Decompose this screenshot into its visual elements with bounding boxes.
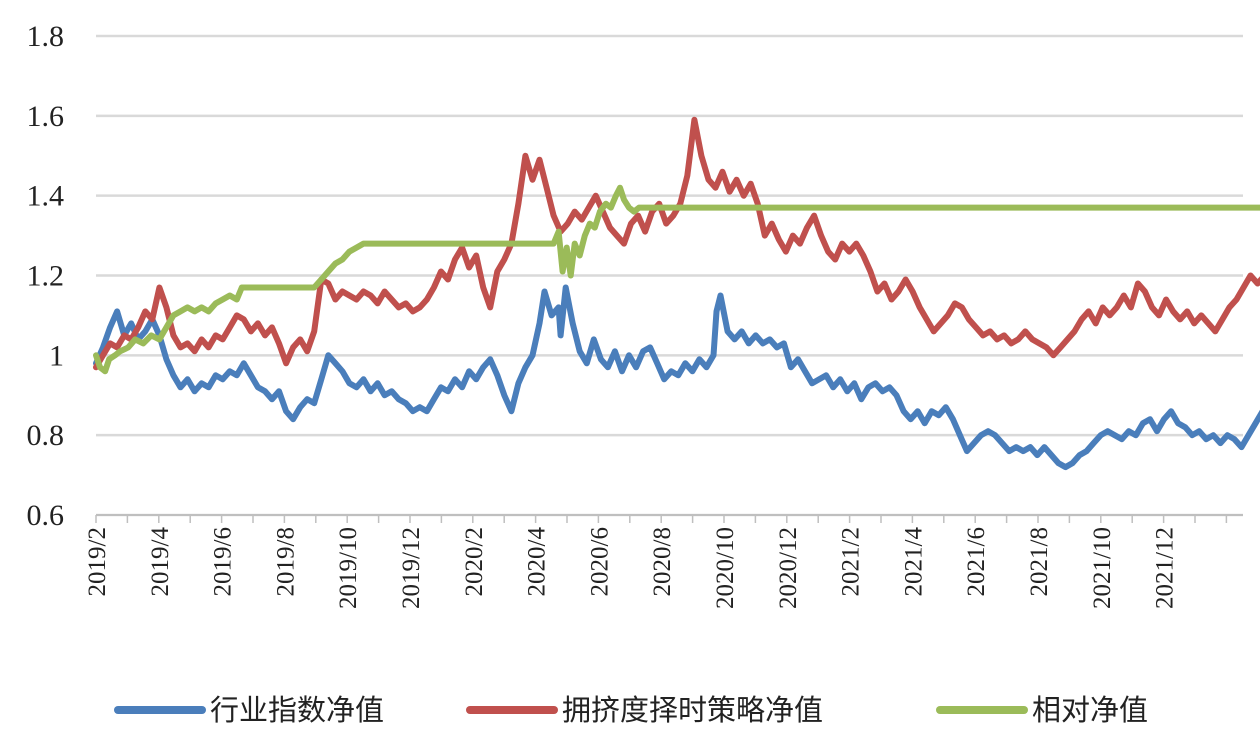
- x-tick-label: 2020/6: [586, 527, 613, 596]
- series-line-0: [93, 284, 1260, 471]
- y-tick-label: 0.8: [27, 419, 65, 452]
- x-tick-label: 2021/6: [963, 527, 990, 596]
- grid-lines: [96, 34, 1243, 517]
- y-tick-label: 1.6: [27, 100, 65, 133]
- x-tick-label: 2019/4: [147, 527, 174, 597]
- x-tick-label: 2019/6: [210, 527, 237, 596]
- y-tick-label: 1.8: [27, 20, 65, 53]
- legend-label-2: 相对净值: [1032, 693, 1148, 727]
- x-tick-label: 2021/4: [900, 527, 927, 597]
- x-axis: 2019/2 2019/4 2019/6 2019/8 2019/10 2019/12 20…: [84, 514, 1243, 609]
- series-line-2: [93, 184, 1260, 375]
- series-line-1: [93, 116, 1260, 371]
- y-tick-label: 1.4: [27, 180, 65, 213]
- legend-label-0: 行业指数净值: [210, 693, 384, 727]
- y-axis-ticks: 0.6 0.8 1 1.2 1.4 1.6 1.8: [27, 20, 65, 532]
- x-tick-label: 2021/10: [1089, 527, 1116, 609]
- y-tick-label: 0.6: [27, 499, 65, 532]
- x-tick-label: 2020/4: [524, 527, 551, 597]
- series-lines: [93, 116, 1260, 471]
- x-tick-label: 2020/10: [712, 527, 739, 609]
- x-tick-label: 2019/10: [335, 527, 362, 609]
- x-tick-label: 2020/12: [775, 527, 802, 609]
- x-tick-label: 2021/2: [838, 527, 865, 596]
- y-tick-label: 1: [49, 339, 64, 372]
- legend: 行业指数净值 拥挤度择时策略净值 相对净值: [114, 693, 1148, 727]
- x-tick-label: 2019/8: [272, 527, 299, 596]
- x-tick-label: 2020/2: [461, 527, 488, 596]
- x-tick-label: 2020/8: [649, 527, 676, 596]
- x-tick-label: 2021/8: [1026, 527, 1053, 596]
- x-tick-label: 2019/2: [84, 527, 111, 596]
- y-tick-label: 1.2: [27, 260, 65, 293]
- legend-label-1: 拥挤度择时策略净值: [562, 693, 823, 727]
- x-tick-label: 2021/12: [1152, 527, 1179, 609]
- x-tick-label: 2019/12: [398, 527, 425, 609]
